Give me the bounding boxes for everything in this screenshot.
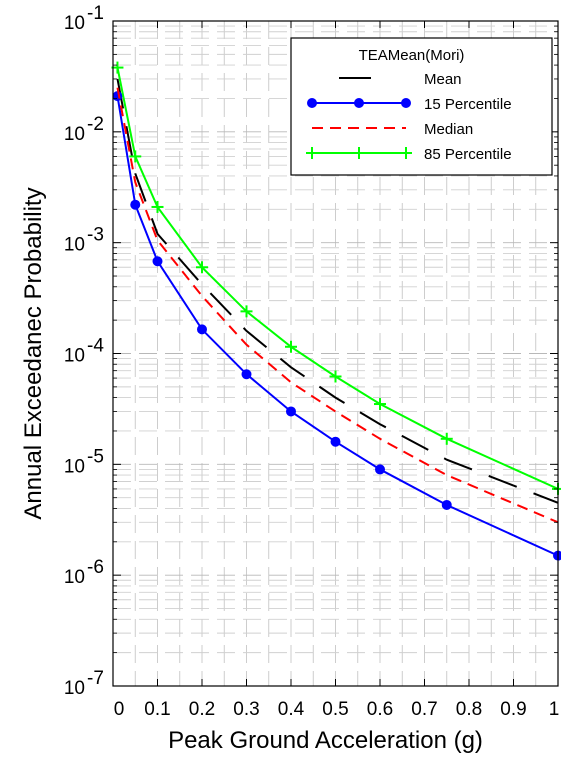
y-tick-label: 10 <box>64 346 85 367</box>
x-tick-label: 1 <box>549 699 560 720</box>
legend: TEAMean(Mori) Mean 15 Percentile Median 85 P… <box>290 37 553 176</box>
legend-item-15-percentile: 15 Percentile <box>307 96 512 113</box>
y-tick-exponent: -5 <box>87 446 104 467</box>
series-lines <box>111 61 561 561</box>
legend-label: Median <box>424 121 473 138</box>
series-85-percentile-point <box>285 340 297 353</box>
series-15-percentile-point <box>375 464 385 475</box>
legend-item-mean: Mean <box>339 71 462 88</box>
x-tick-label: 0.2 <box>189 699 215 720</box>
y-tick-exponent: -6 <box>87 557 104 578</box>
legend-swatch-point <box>400 147 412 159</box>
legend-label: 15 Percentile <box>424 96 512 113</box>
y-tick-exponent: -2 <box>87 114 104 135</box>
legend-swatch-point <box>401 98 411 108</box>
legend-label: Mean <box>424 71 462 88</box>
series-15-percentile-point <box>241 369 252 380</box>
series-15-percentile-point <box>553 550 561 561</box>
legend-item-median: Median <box>312 121 473 138</box>
series-85-percentile-line <box>116 67 559 490</box>
y-tick-label: 10 <box>64 235 85 256</box>
series-85-percentile-point <box>196 261 208 274</box>
x-tick-label: 0.9 <box>500 699 526 720</box>
x-tick-label: 0.5 <box>322 699 348 720</box>
series-15-percentile-point <box>112 91 123 102</box>
series-median <box>116 87 559 524</box>
series-85-percentile-point <box>151 200 164 213</box>
legend-swatch-point <box>354 98 364 108</box>
series-15-percentile-point <box>330 436 341 447</box>
series-15-percentile-point <box>286 406 296 417</box>
legend-item-85-percentile: 85 Percentile <box>306 146 512 163</box>
x-axis-title: Peak Ground Acceleration (g) <box>168 727 483 754</box>
x-tick-label: 0.3 <box>233 699 259 720</box>
y-tick-label: 10 <box>64 678 85 699</box>
legend-swatch-point <box>307 98 317 108</box>
x-tick-label: 0.7 <box>411 699 437 720</box>
y-tick-exponent: -7 <box>87 668 104 689</box>
series-15-percentile-line <box>116 95 559 557</box>
x-tick-label: 0.1 <box>144 699 170 720</box>
series-mean <box>116 78 559 504</box>
series-85-percentile-point <box>440 432 453 445</box>
series-mean-line <box>116 78 559 504</box>
series-15-percentile <box>112 91 561 561</box>
y-tick-label: 10 <box>64 567 85 588</box>
series-85-percentile-point <box>374 398 386 411</box>
series-85-percentile-point <box>129 150 142 163</box>
legend-label: 85 Percentile <box>424 146 512 163</box>
y-tick-exponent: -1 <box>87 3 104 24</box>
y-axis-title: Annual Exceedanec Probability <box>20 187 47 519</box>
x-tick-label: 0 <box>114 699 125 720</box>
series-85-percentile-point <box>329 370 342 383</box>
series-15-percentile-point <box>130 199 141 210</box>
x-tick-label: 0.4 <box>278 699 305 720</box>
legend-swatch-point <box>353 147 365 159</box>
legend-swatch-point <box>306 147 318 159</box>
y-tick-exponent: -3 <box>87 225 104 246</box>
series-15-percentile-point <box>197 324 207 335</box>
series-85-percentile-point <box>240 305 253 318</box>
y-tick-label: 10 <box>64 124 85 145</box>
series-15-percentile-point <box>152 256 163 267</box>
y-tick-exponent: -4 <box>87 336 104 357</box>
y-tick-label: 10 <box>64 456 85 477</box>
axis-ticks: 0 0.1 0.2 0.3 0.4 0.5 0.6 0.7 0.8 0.9 110 -710 -610-… <box>64 3 559 720</box>
x-tick-label: 0.8 <box>456 699 482 720</box>
series-15-percentile-point <box>441 499 452 510</box>
series-median-line <box>116 87 559 524</box>
x-tick-label: 0.6 <box>367 699 393 720</box>
y-tick-label: 10 <box>64 13 85 34</box>
legend-title: TEAMean(Mori) <box>359 47 465 64</box>
